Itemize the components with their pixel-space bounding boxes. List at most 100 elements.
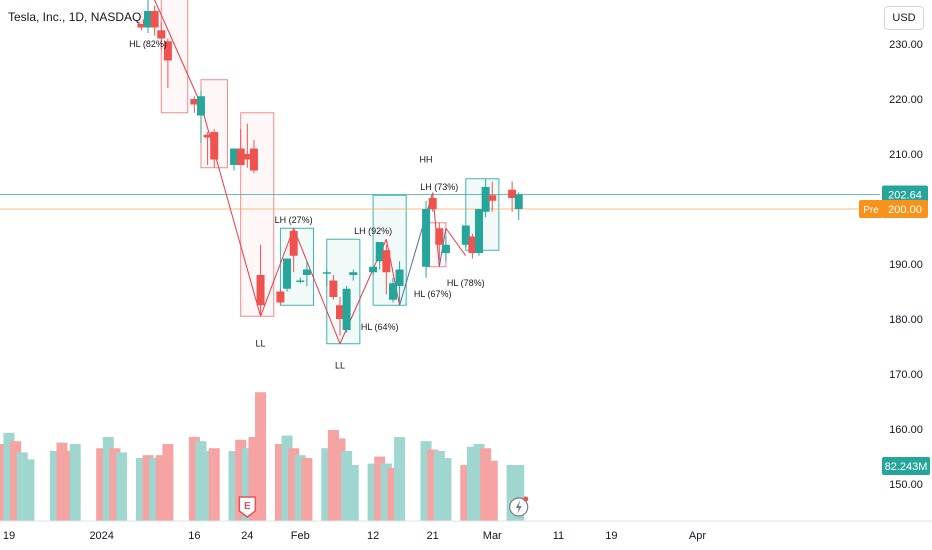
candle[interactable] — [514, 192, 523, 221]
candle-body[interactable] — [349, 272, 358, 275]
candle[interactable] — [276, 288, 285, 306]
candle[interactable] — [475, 209, 484, 256]
candle[interactable] — [296, 277, 305, 284]
earnings-badge[interactable]: E — [238, 496, 257, 518]
candle-body[interactable] — [144, 11, 153, 28]
candle[interactable] — [329, 275, 338, 300]
candle[interactable] — [144, 0, 153, 33]
time-axis[interactable]: 19 2024 16 24 Feb 12 21 Mar 11 19 Apr — [0, 520, 932, 542]
candle-body[interactable] — [276, 291, 285, 303]
candle[interactable] — [190, 96, 199, 113]
candle-body[interactable] — [336, 305, 344, 319]
candle-body[interactable] — [422, 209, 431, 267]
candle[interactable] — [488, 181, 497, 212]
candle-body[interactable] — [514, 194, 523, 209]
candle-body[interactable] — [428, 198, 437, 209]
candle-body[interactable] — [382, 250, 391, 273]
candle-body[interactable] — [441, 244, 450, 253]
swing-label: HL (67%) — [414, 289, 452, 299]
candle-body[interactable] — [230, 148, 239, 166]
candle-body[interactable] — [283, 258, 292, 289]
candle[interactable] — [157, 22, 166, 50]
symbol-title[interactable]: Tesla, Inc., 1D, NASDAQ — [6, 10, 144, 24]
candle-body[interactable] — [210, 132, 219, 160]
candle[interactable] — [468, 233, 477, 259]
candle-body[interactable] — [190, 99, 199, 105]
candle[interactable] — [461, 225, 470, 248]
candle[interactable] — [163, 38, 172, 89]
lightning-icon[interactable] — [509, 496, 529, 517]
candle-body[interactable] — [302, 269, 311, 276]
candle[interactable] — [508, 181, 517, 212]
candle[interactable] — [256, 244, 265, 317]
candle-body[interactable] — [322, 272, 331, 274]
price-badges: 202.64 Pre 200.00 82.243M — [859, 185, 930, 475]
candle-body[interactable] — [461, 225, 470, 245]
candle[interactable] — [395, 261, 404, 303]
candle-body[interactable] — [488, 195, 497, 201]
candle-body[interactable] — [163, 41, 172, 61]
candle-body[interactable] — [236, 148, 245, 166]
candle[interactable] — [369, 266, 378, 275]
candle[interactable] — [230, 148, 239, 171]
candle-body[interactable] — [196, 96, 205, 116]
candle-body[interactable] — [388, 283, 397, 300]
candle[interactable] — [435, 222, 444, 262]
candle[interactable] — [441, 236, 450, 262]
candle-body[interactable] — [243, 154, 252, 160]
candle[interactable] — [428, 192, 437, 212]
volume-bar — [102, 437, 114, 521]
candle-body[interactable] — [375, 242, 384, 262]
volume-bar — [460, 465, 472, 521]
candle-body[interactable] — [249, 148, 258, 171]
candle[interactable] — [236, 129, 245, 166]
swing-label: HL (82%) — [129, 39, 167, 49]
candle-body[interactable] — [157, 30, 166, 39]
event-markers[interactable]: E — [238, 496, 529, 518]
candle-body[interactable] — [395, 269, 404, 287]
candle-body[interactable] — [369, 266, 378, 273]
volume-bar — [506, 465, 518, 521]
swing-label: LH (27%) — [275, 215, 313, 225]
candle[interactable] — [302, 261, 311, 286]
candle-body[interactable] — [508, 189, 517, 198]
candle[interactable] — [382, 244, 391, 295]
candle-body[interactable] — [481, 187, 490, 212]
candle[interactable] — [283, 258, 292, 292]
candle-body[interactable] — [435, 228, 444, 245]
volume-bar — [149, 458, 161, 521]
candle[interactable] — [289, 228, 298, 273]
candle[interactable] — [375, 242, 384, 270]
candle-body[interactable] — [256, 275, 265, 306]
candle[interactable] — [243, 123, 252, 168]
volume-bar — [274, 444, 286, 521]
currency-button[interactable]: USD — [884, 6, 924, 30]
candle[interactable] — [196, 90, 205, 143]
candle-body[interactable] — [296, 280, 305, 283]
candle-body[interactable] — [342, 288, 351, 330]
candle-body[interactable] — [329, 280, 338, 298]
price-axis[interactable]: 230.00 220.00 210.00 200.00 190.00 180.00 170.… — [881, 0, 932, 521]
volume-bar — [155, 455, 167, 521]
candle-body[interactable] — [475, 209, 484, 253]
candle[interactable] — [322, 269, 331, 287]
candle[interactable] — [349, 269, 358, 281]
volume-bar — [56, 442, 68, 521]
candle-body[interactable] — [468, 236, 477, 254]
candle[interactable] — [203, 132, 212, 165]
volume-bar — [135, 458, 147, 521]
candle[interactable] — [422, 200, 431, 278]
candle[interactable] — [150, 5, 159, 36]
candle[interactable] — [388, 277, 397, 303]
volume-bar — [440, 458, 452, 521]
candle[interactable] — [249, 140, 258, 174]
candle[interactable] — [336, 297, 344, 336]
candle-body[interactable] — [289, 231, 298, 256]
candle-body[interactable] — [203, 134, 212, 138]
candle-body[interactable] — [150, 11, 159, 28]
candle[interactable] — [210, 129, 219, 168]
candle[interactable] — [481, 178, 490, 218]
candle[interactable] — [342, 286, 351, 333]
